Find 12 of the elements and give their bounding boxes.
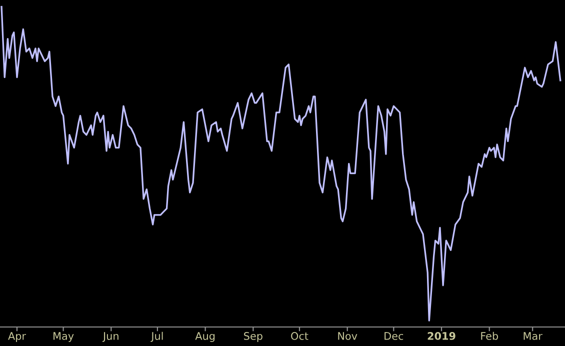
x-tick-label: Dec bbox=[384, 332, 404, 340]
x-tick-label: Jun bbox=[102, 332, 118, 342]
x-tick-label: Mar bbox=[524, 332, 542, 340]
x-tick-label: Oct bbox=[291, 332, 308, 340]
x-tick-label: Apr bbox=[8, 332, 26, 342]
x-tick-label: Sep bbox=[244, 332, 262, 342]
x-tick-label: Nov bbox=[338, 332, 358, 340]
x-tick-label: May bbox=[54, 332, 74, 342]
x-tick-label: Jul bbox=[150, 332, 163, 342]
x-tick-label: Aug bbox=[195, 332, 215, 342]
x-tick-label: 2019 bbox=[428, 332, 456, 340]
x-tick-label: Feb bbox=[481, 332, 498, 340]
